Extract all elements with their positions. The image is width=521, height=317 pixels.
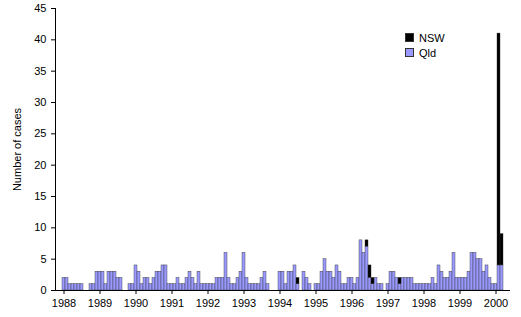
svg-text:0: 0 (40, 284, 46, 296)
svg-text:1998: 1998 (412, 297, 436, 309)
svg-text:1999: 1999 (448, 297, 472, 309)
svg-text:1997: 1997 (376, 297, 400, 309)
svg-text:1990: 1990 (124, 297, 148, 309)
html-text:NSW: NSW (419, 31, 445, 44)
svg-text:35: 35 (34, 65, 46, 77)
svg-text:45: 45 (34, 2, 46, 14)
svg-text:1988: 1988 (52, 297, 76, 309)
svg-text:Number of cases: Number of cases (11, 107, 23, 191)
svg-text:1991: 1991 (160, 297, 184, 309)
html-text:Qld: Qld (419, 46, 437, 59)
svg-text:1995: 1995 (304, 297, 328, 309)
svg-text:25: 25 (34, 127, 46, 139)
svg-text:1992: 1992 (196, 297, 220, 309)
svg-text:2000: 2000 (484, 297, 508, 309)
svg-text:1994: 1994 (268, 297, 292, 309)
svg-text:40: 40 (34, 33, 46, 45)
svg-text:1996: 1996 (340, 297, 364, 309)
svg-text:5: 5 (40, 253, 46, 265)
svg-text:15: 15 (34, 190, 46, 202)
svg-text:20: 20 (34, 159, 46, 171)
svg-text:10: 10 (34, 221, 46, 233)
svg-text:30: 30 (34, 96, 46, 108)
svg-text:1993: 1993 (232, 297, 256, 309)
svg-text:1989: 1989 (88, 297, 112, 309)
